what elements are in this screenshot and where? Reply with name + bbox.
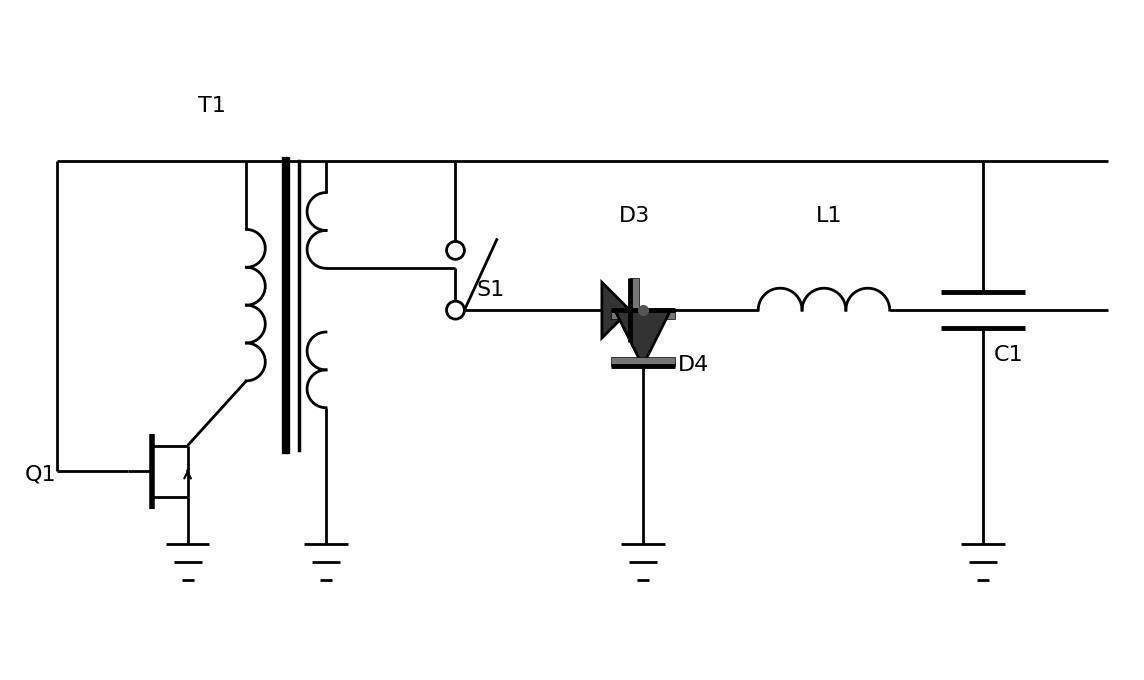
Text: T1: T1 — [198, 96, 225, 116]
Text: D4: D4 — [677, 355, 709, 375]
Bar — [611, 357, 675, 366]
Text: D3: D3 — [619, 205, 651, 226]
Polygon shape — [602, 282, 629, 338]
Text: S1: S1 — [476, 280, 505, 300]
Bar — [611, 310, 675, 319]
Text: C1: C1 — [993, 345, 1023, 365]
Polygon shape — [614, 310, 670, 366]
Text: Q1: Q1 — [24, 464, 56, 484]
Text: L1: L1 — [816, 205, 842, 226]
Bar — [629, 278, 638, 342]
